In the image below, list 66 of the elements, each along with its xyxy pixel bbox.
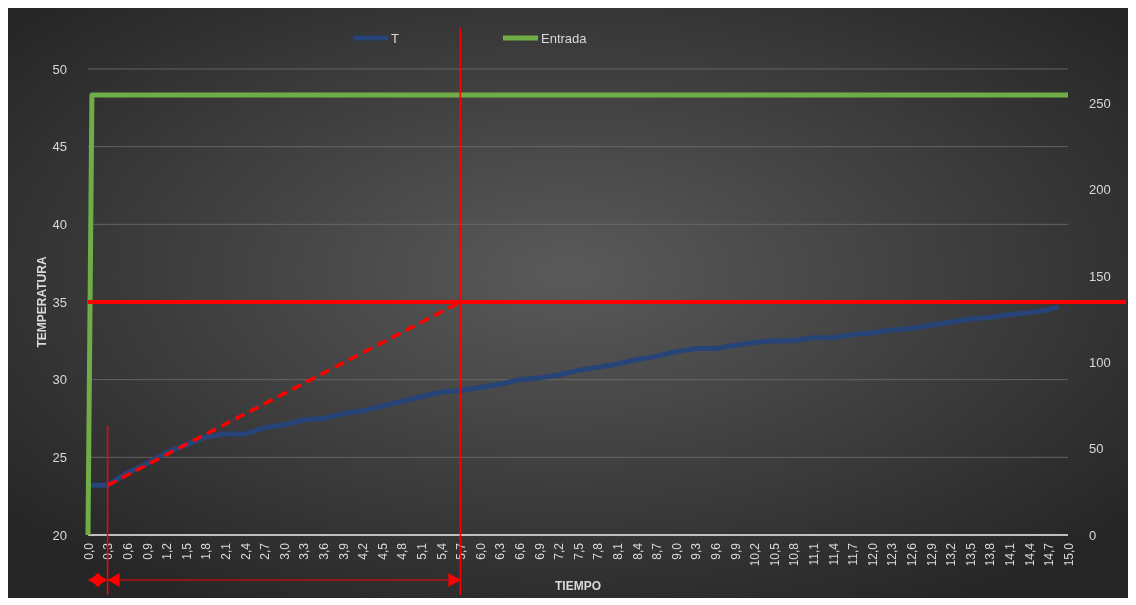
x-tick-label: 12,6 (904, 542, 919, 567)
y-tick-label: 40 (52, 216, 67, 232)
x-tick-label: 4,2 (356, 542, 371, 560)
x-axis-title: TIEMPO (554, 579, 602, 593)
x-tick-label: 1,2 (160, 542, 175, 560)
x-tick-label: 5,4 (434, 542, 449, 560)
x-tick-label: 12,9 (924, 542, 939, 567)
x-tick-label: 10,2 (748, 542, 763, 567)
x-tick-label: 0,6 (120, 542, 135, 560)
y2-tick-label: 50 (1089, 441, 1104, 457)
x-tick-label: 12,0 (865, 542, 880, 567)
y-tick-label: 35 (52, 294, 67, 310)
y2-tick-label: 250 (1089, 96, 1111, 112)
y2-tick-label: 100 (1089, 355, 1111, 371)
x-tick-label: 1,8 (199, 542, 214, 560)
x-tick-label: 3,9 (336, 542, 351, 560)
y-tick-label: 45 (52, 139, 67, 155)
y-tick-label: 50 (52, 61, 67, 77)
x-tick-label: 2,4 (238, 542, 253, 560)
y2-tick-label: 200 (1089, 182, 1111, 198)
x-tick-label: 14,7 (1042, 542, 1057, 567)
x-tick-label: 8,7 (650, 542, 665, 560)
x-tick-label: 9,0 (669, 542, 684, 560)
x-tick-label: 8,4 (630, 542, 645, 560)
y2-tick-label: 150 (1089, 268, 1111, 284)
x-tick-label: 2,7 (258, 542, 273, 560)
x-tick-label: 9,9 (728, 542, 743, 560)
legend-label: T (391, 30, 399, 46)
x-tick-label: 9,3 (689, 542, 704, 560)
x-tick-label: 3,6 (316, 542, 331, 560)
y-tick-label: 30 (52, 372, 67, 388)
x-tick-label: 13,8 (983, 542, 998, 567)
x-tick-label: 6,0 (473, 542, 488, 560)
y-tick-label: 25 (52, 449, 67, 465)
x-tick-label: 2,1 (218, 542, 233, 560)
legend-label: Entrada (541, 30, 588, 46)
y-tick-label: 20 (52, 527, 67, 543)
x-tick-label: 12,3 (885, 542, 900, 567)
x-tick-label: 7,2 (552, 542, 567, 560)
x-tick-label: 10,5 (767, 542, 782, 567)
x-tick-label: 13,2 (944, 542, 959, 567)
x-tick-label: 15,0 (1061, 542, 1076, 567)
x-tick-label: 4,5 (375, 542, 390, 560)
x-tick-label: 1,5 (179, 542, 194, 560)
x-tick-label: 3,3 (297, 542, 312, 560)
x-tick-label: 6,3 (493, 542, 508, 560)
x-tick-label: 9,6 (708, 542, 723, 560)
x-tick-label: 7,8 (591, 542, 606, 560)
x-tick-label: 7,5 (571, 542, 586, 560)
x-tick-label: 0,9 (140, 542, 155, 560)
x-tick-label: 10,8 (787, 542, 802, 567)
x-tick-label: 6,6 (512, 542, 527, 560)
x-tick-label: 11,1 (806, 542, 821, 566)
x-tick-label: 4,8 (395, 542, 410, 560)
x-tick-label: 5,1 (414, 542, 429, 560)
x-tick-label: 11,4 (826, 542, 841, 566)
x-tick-label: 11,7 (846, 542, 861, 566)
x-tick-label: 0,0 (81, 542, 96, 560)
x-tick-label: 6,9 (532, 542, 547, 560)
y2-tick-label: 0 (1089, 527, 1097, 543)
y-axis-title: TEMPERATURA (35, 256, 49, 348)
x-tick-label: 13,5 (963, 542, 978, 567)
x-tick-label: 14,4 (1022, 542, 1037, 567)
x-tick-label: 14,1 (1002, 542, 1017, 567)
x-tick-label: 3,0 (277, 542, 292, 560)
x-tick-label: 8,1 (610, 542, 625, 560)
